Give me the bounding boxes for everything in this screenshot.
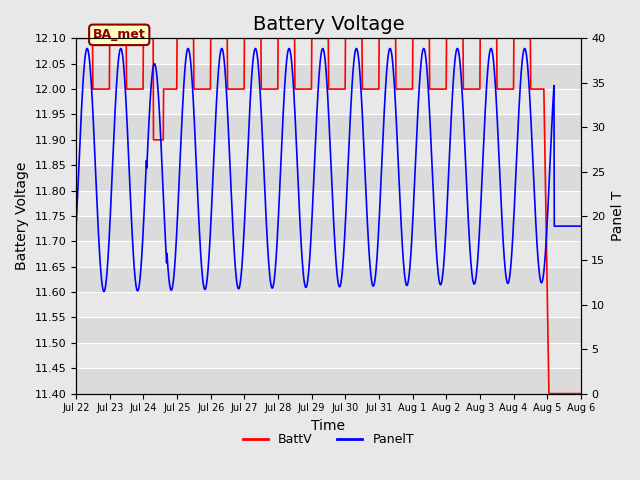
- BattV: [297, 86, 305, 92]
- BattV: [132, 86, 140, 92]
- Line: PanelT: PanelT: [76, 48, 581, 291]
- Text: BA_met: BA_met: [93, 28, 146, 41]
- PanelT: [72, 226, 80, 231]
- PanelT: [307, 244, 314, 250]
- Bar: [76, 368, 581, 394]
- PanelT: [287, 53, 295, 59]
- Bar: [76, 114, 581, 140]
- BattV: [306, 86, 314, 92]
- Line: BattV: BattV: [76, 38, 581, 394]
- BattV: [286, 36, 294, 41]
- BattV: [360, 86, 367, 92]
- PanelT: [298, 244, 305, 250]
- Bar: [76, 64, 581, 89]
- PanelT: [360, 147, 368, 153]
- PanelT: [112, 95, 120, 101]
- Bar: [76, 317, 581, 343]
- Y-axis label: Battery Voltage: Battery Voltage: [15, 162, 29, 270]
- PanelT: [83, 46, 91, 51]
- X-axis label: Time: Time: [312, 419, 346, 433]
- PanelT: [577, 223, 585, 229]
- BattV: [111, 36, 119, 41]
- Y-axis label: Panel T: Panel T: [611, 191, 625, 241]
- BattV: [545, 391, 553, 396]
- PanelT: [132, 285, 140, 290]
- Bar: [76, 165, 581, 191]
- Bar: [76, 267, 581, 292]
- Title: Battery Voltage: Battery Voltage: [253, 15, 404, 34]
- Legend: BattV, PanelT: BattV, PanelT: [238, 428, 419, 451]
- PanelT: [100, 288, 108, 294]
- BattV: [577, 391, 585, 396]
- Bar: [76, 216, 581, 241]
- BattV: [72, 36, 80, 41]
